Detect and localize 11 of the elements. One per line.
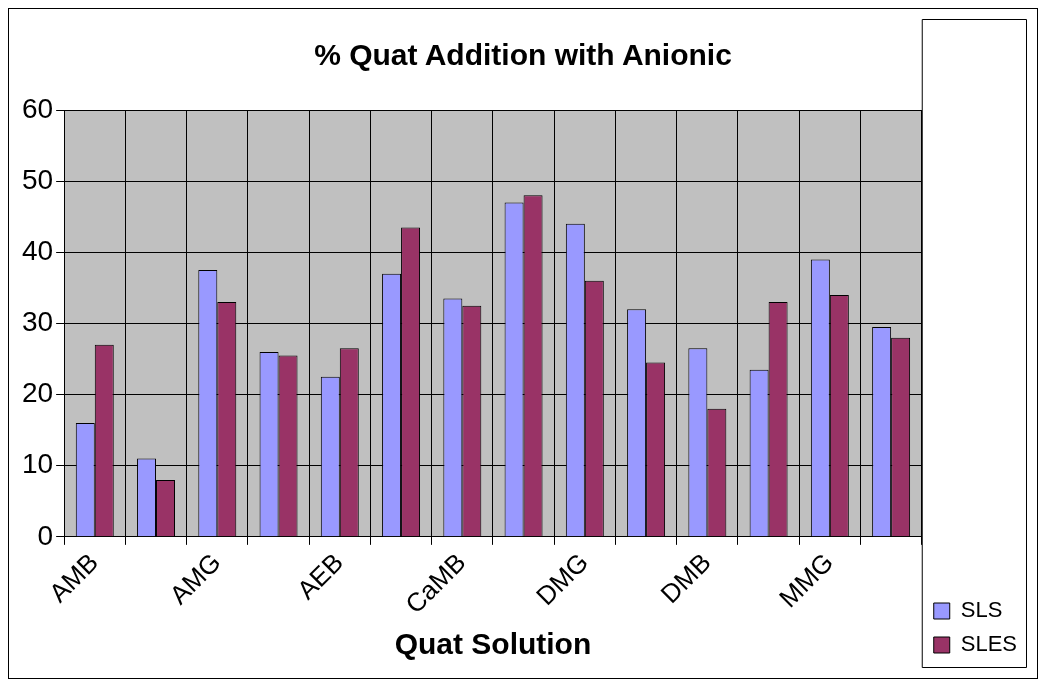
legend-label: SLES [960, 631, 1018, 657]
y-tick-label: 50 [21, 163, 54, 195]
y-tick-label: 0 [37, 519, 54, 551]
chart-title: % Quat Addition with Anionic [314, 38, 732, 72]
y-tick-label: 20 [21, 377, 54, 409]
y-tick-label: 40 [21, 235, 54, 267]
x-axis-title: Quat Solution [394, 627, 592, 661]
y-tick-label: 60 [21, 92, 54, 124]
y-tick-label: 10 [21, 448, 54, 480]
y-tick-label: 30 [21, 306, 54, 338]
legend-label: SLS [960, 597, 1003, 623]
